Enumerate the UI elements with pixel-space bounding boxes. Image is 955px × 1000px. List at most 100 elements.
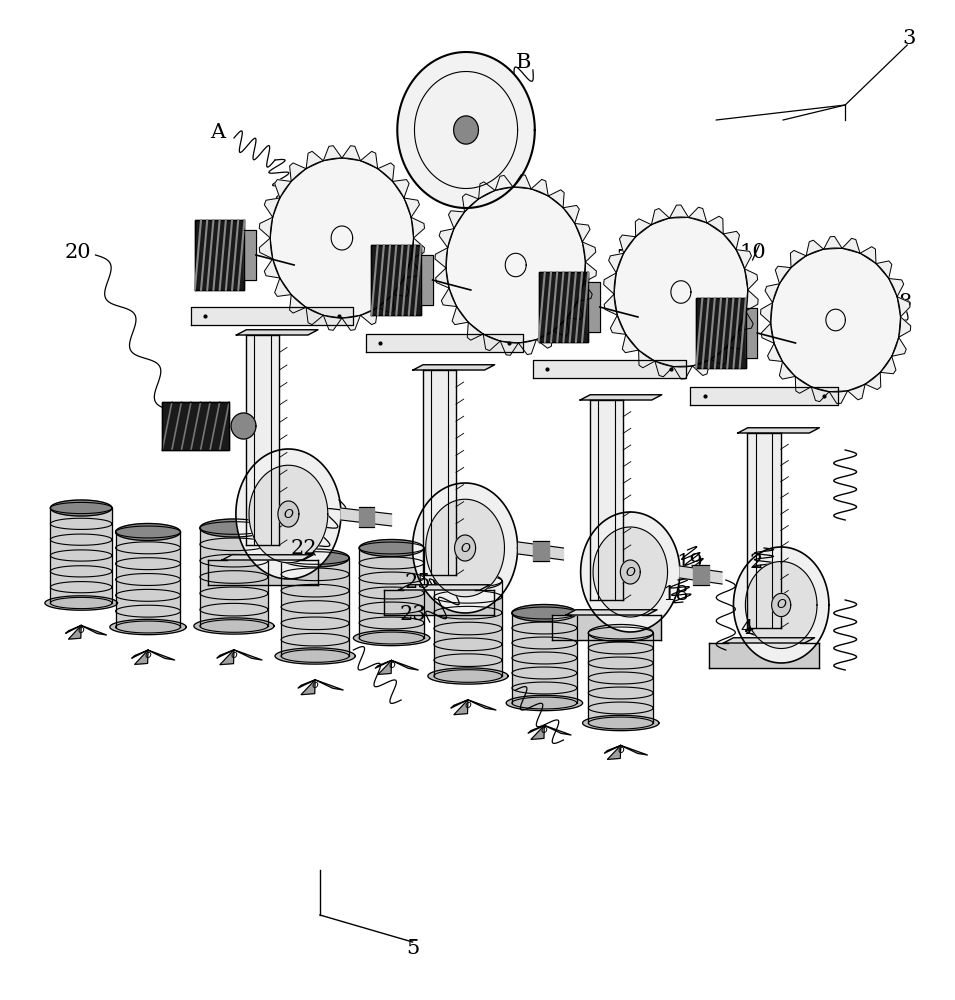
- Polygon shape: [378, 163, 394, 181]
- Polygon shape: [467, 322, 483, 340]
- Polygon shape: [51, 508, 112, 603]
- Polygon shape: [738, 428, 819, 433]
- Polygon shape: [66, 625, 81, 633]
- Polygon shape: [506, 695, 583, 711]
- Polygon shape: [724, 638, 815, 643]
- Polygon shape: [500, 341, 519, 355]
- Polygon shape: [359, 548, 424, 638]
- Polygon shape: [454, 700, 468, 715]
- Polygon shape: [655, 361, 673, 377]
- Polygon shape: [366, 334, 523, 352]
- Text: 18: 18: [663, 585, 690, 604]
- Polygon shape: [761, 323, 775, 343]
- Polygon shape: [575, 223, 590, 242]
- Polygon shape: [772, 593, 791, 617]
- Polygon shape: [441, 288, 456, 307]
- Polygon shape: [531, 179, 548, 196]
- Text: 9: 9: [683, 243, 696, 262]
- Polygon shape: [690, 387, 838, 405]
- Polygon shape: [605, 294, 617, 315]
- Polygon shape: [195, 220, 244, 290]
- Polygon shape: [748, 433, 781, 628]
- Text: 10: 10: [739, 243, 766, 262]
- Polygon shape: [563, 205, 580, 223]
- Polygon shape: [265, 198, 280, 217]
- Polygon shape: [360, 151, 378, 169]
- Polygon shape: [531, 725, 544, 739]
- Polygon shape: [404, 198, 419, 217]
- Polygon shape: [392, 660, 418, 670]
- Text: 19: 19: [676, 552, 703, 572]
- Polygon shape: [132, 650, 148, 658]
- Text: 4: 4: [740, 618, 753, 638]
- Polygon shape: [51, 500, 112, 516]
- Text: 2: 2: [750, 552, 763, 572]
- Polygon shape: [760, 303, 773, 323]
- Polygon shape: [604, 273, 616, 294]
- Polygon shape: [707, 216, 723, 234]
- Polygon shape: [449, 211, 464, 229]
- Polygon shape: [435, 268, 449, 288]
- Polygon shape: [191, 307, 353, 325]
- Polygon shape: [434, 572, 502, 590]
- Polygon shape: [578, 282, 592, 301]
- Polygon shape: [669, 205, 689, 218]
- Polygon shape: [881, 356, 896, 374]
- Text: A: A: [210, 122, 225, 141]
- Polygon shape: [223, 555, 313, 560]
- Polygon shape: [696, 298, 746, 368]
- Polygon shape: [829, 391, 848, 404]
- Polygon shape: [552, 615, 661, 640]
- Polygon shape: [375, 660, 392, 668]
- Polygon shape: [567, 301, 583, 319]
- Polygon shape: [428, 668, 508, 684]
- Polygon shape: [270, 158, 414, 318]
- Polygon shape: [733, 547, 829, 663]
- Polygon shape: [478, 182, 495, 199]
- Text: 11: 11: [490, 253, 517, 272]
- Polygon shape: [217, 650, 234, 658]
- Polygon shape: [775, 266, 791, 284]
- Polygon shape: [608, 253, 624, 273]
- Polygon shape: [435, 248, 448, 268]
- Polygon shape: [892, 337, 906, 356]
- Polygon shape: [528, 725, 544, 733]
- Polygon shape: [771, 248, 901, 392]
- Polygon shape: [738, 311, 753, 331]
- Polygon shape: [583, 715, 659, 731]
- Polygon shape: [265, 259, 280, 278]
- Polygon shape: [275, 278, 291, 296]
- Polygon shape: [414, 365, 495, 370]
- Polygon shape: [806, 240, 823, 256]
- Polygon shape: [231, 413, 256, 439]
- Polygon shape: [244, 230, 256, 280]
- Text: o: o: [617, 745, 625, 755]
- Text: O: O: [284, 508, 293, 520]
- Polygon shape: [876, 261, 892, 278]
- Polygon shape: [446, 187, 585, 343]
- Polygon shape: [537, 331, 553, 348]
- Polygon shape: [680, 566, 722, 584]
- Polygon shape: [281, 549, 350, 567]
- Polygon shape: [533, 541, 549, 561]
- Polygon shape: [639, 350, 655, 368]
- Polygon shape: [588, 625, 653, 641]
- Polygon shape: [621, 560, 640, 584]
- Polygon shape: [746, 290, 758, 311]
- Polygon shape: [889, 278, 903, 297]
- Text: o: o: [77, 625, 85, 635]
- Polygon shape: [359, 540, 424, 556]
- Text: o: o: [388, 660, 395, 670]
- Polygon shape: [452, 307, 468, 325]
- Polygon shape: [519, 542, 563, 560]
- Polygon shape: [584, 262, 596, 282]
- Polygon shape: [397, 52, 535, 208]
- Polygon shape: [289, 295, 306, 313]
- Polygon shape: [208, 560, 318, 585]
- Polygon shape: [607, 745, 621, 759]
- Polygon shape: [768, 343, 782, 362]
- Polygon shape: [324, 146, 342, 161]
- Polygon shape: [468, 700, 496, 710]
- Polygon shape: [259, 238, 273, 259]
- Polygon shape: [162, 402, 229, 450]
